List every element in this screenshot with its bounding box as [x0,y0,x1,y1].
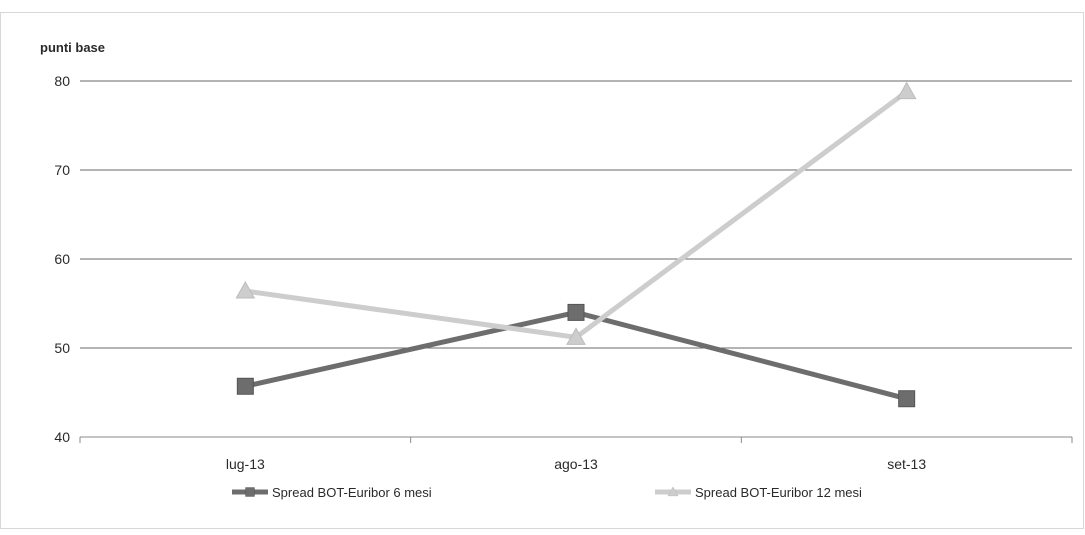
y-tick-label: 60 [54,251,70,267]
y-axis-ticks: 40 50 60 70 80 [54,73,70,445]
series-1 [236,303,916,408]
data-point [898,390,916,408]
x-tick-label: lug-13 [226,456,265,472]
y-tick-label: 40 [54,429,70,445]
legend-swatch-marker [245,487,255,497]
chart-border [0,12,1084,529]
y-tick-label: 80 [54,73,70,89]
gridlines [80,80,1072,438]
x-tick-label: ago-13 [554,456,598,472]
data-point [896,81,917,100]
legend-label: Spread BOT-Euribor 12 mesi [695,485,862,500]
data-point [566,327,586,345]
x-tick-label: set-13 [887,456,926,472]
legend: Spread BOT-Euribor 6 mesi Spread BOT-Euri… [232,485,862,500]
x-axis: lug-13 ago-13 set-13 [79,437,1073,472]
data-point [236,377,254,395]
y-tick-label: 70 [54,162,70,178]
legend-swatch-marker [667,486,679,497]
y-axis-label: punti base [40,40,105,55]
data-point [235,281,256,299]
series-2 [235,81,917,345]
series-group [235,81,917,408]
legend-item: Spread BOT-Euribor 12 mesi [655,485,862,500]
legend-item: Spread BOT-Euribor 6 mesi [232,485,432,500]
data-point [567,303,585,321]
y-tick-label: 50 [54,340,70,356]
legend-label: Spread BOT-Euribor 6 mesi [272,485,432,500]
